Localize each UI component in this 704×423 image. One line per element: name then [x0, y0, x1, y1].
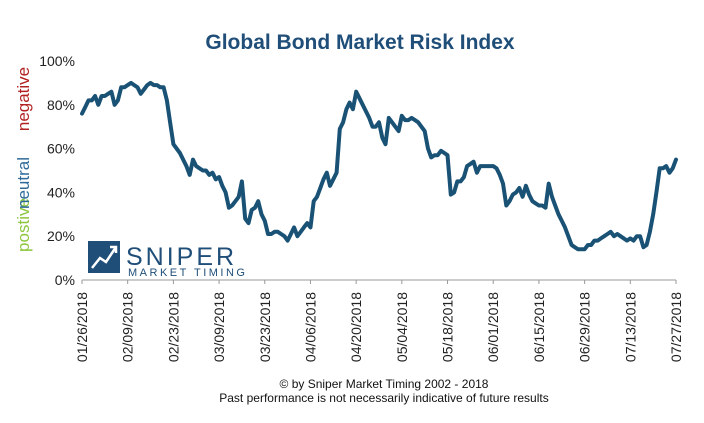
x-tick-label: 01/26/2018: [74, 292, 90, 362]
zone-label-positive: postive: [14, 198, 33, 252]
y-tick-label: 100%: [39, 53, 75, 69]
x-tick-label: 03/23/2018: [257, 292, 273, 362]
chart-title: Global Bond Market Risk Index: [205, 31, 515, 54]
y-tick-labels: 0% 20% 40% 60% 80% 100%: [39, 53, 75, 288]
y-tick-label: 20%: [47, 228, 75, 244]
logo-name: SNIPER: [126, 243, 237, 271]
series-line-risk-index: [80, 80, 678, 252]
y-tick-label: 40%: [47, 184, 75, 200]
x-tick-label: 05/04/2018: [394, 292, 410, 362]
x-tick-label: 04/20/2018: [348, 292, 364, 362]
x-tick-label: 07/13/2018: [622, 292, 638, 362]
y-tick-label: 80%: [47, 97, 75, 113]
chart-logo-icon: [88, 241, 120, 273]
footer-copyright: © by Sniper Market Timing 2002 - 2018: [280, 377, 489, 391]
y-tick-label: 0%: [55, 272, 75, 288]
logo-tagline: MARKET TIMING: [128, 267, 248, 279]
series-layer: [80, 80, 678, 252]
y-tick-label: 60%: [47, 141, 75, 157]
x-tick-label: 02/09/2018: [120, 292, 136, 362]
x-tick-label: 06/15/2018: [531, 292, 547, 362]
x-tick-label: 04/06/2018: [302, 292, 318, 362]
axes: [81, 279, 677, 284]
x-tick-label: 02/23/2018: [165, 292, 181, 362]
footer-disclaimer: Past performance is not necessarily indi…: [219, 391, 548, 405]
x-tick-labels: 01/26/2018 02/09/2018 02/23/2018 03/09/2018…: [74, 292, 684, 362]
zone-labels: postive neutral negative: [14, 67, 33, 252]
zone-label-negative: negative: [14, 67, 33, 131]
x-tick-label: 06/01/2018: [485, 292, 501, 362]
x-tick-label: 07/27/2018: [668, 292, 684, 362]
sniper-logo: SNIPER MARKET TIMING: [88, 241, 248, 279]
x-tick-label: 03/09/2018: [211, 292, 227, 362]
x-tick-label: 06/29/2018: [577, 292, 593, 362]
x-tick-label: 05/18/2018: [440, 292, 456, 362]
zone-label-neutral: neutral: [14, 157, 33, 209]
